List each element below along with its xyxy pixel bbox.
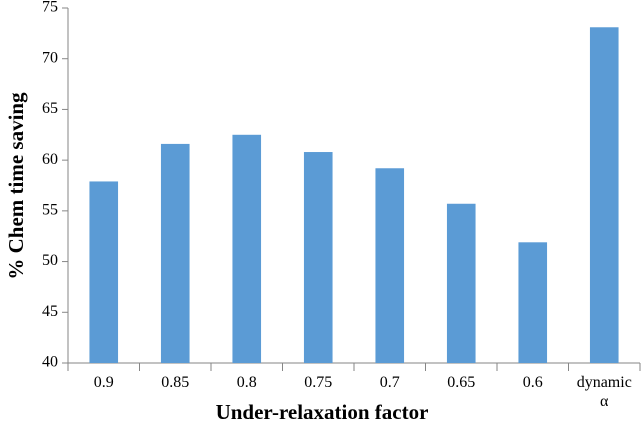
x-tick-label: 0.75 <box>304 374 333 391</box>
bar <box>232 134 262 363</box>
y-tick-label: 70 <box>42 49 58 66</box>
y-tick-label: 55 <box>42 202 58 219</box>
x-tick-label: 0.6 <box>522 374 543 391</box>
y-tick-label: 75 <box>42 0 58 16</box>
y-tick-label: 50 <box>42 252 58 269</box>
bar <box>589 27 619 364</box>
bar <box>518 242 548 363</box>
x-tick-label: dynamic α <box>576 374 632 410</box>
bar <box>160 143 190 363</box>
bar <box>89 181 119 363</box>
y-tick-label: 45 <box>42 303 58 320</box>
x-tick-label: 0.9 <box>93 374 114 391</box>
y-tick-label: 60 <box>42 151 58 168</box>
bar <box>303 152 333 363</box>
x-tick-label: 0.8 <box>236 374 257 391</box>
y-axis-title: % Chem time saving <box>4 92 28 280</box>
x-tick-label: 0.85 <box>161 374 190 391</box>
bar <box>446 203 476 363</box>
y-tick-label: 40 <box>42 354 58 371</box>
x-axis-title: Under-relaxation factor <box>215 400 429 424</box>
y-tick-label: 65 <box>42 100 58 117</box>
bar <box>375 168 405 363</box>
x-tick-label: 0.65 <box>447 374 476 391</box>
x-tick-label: 0.7 <box>379 374 400 391</box>
